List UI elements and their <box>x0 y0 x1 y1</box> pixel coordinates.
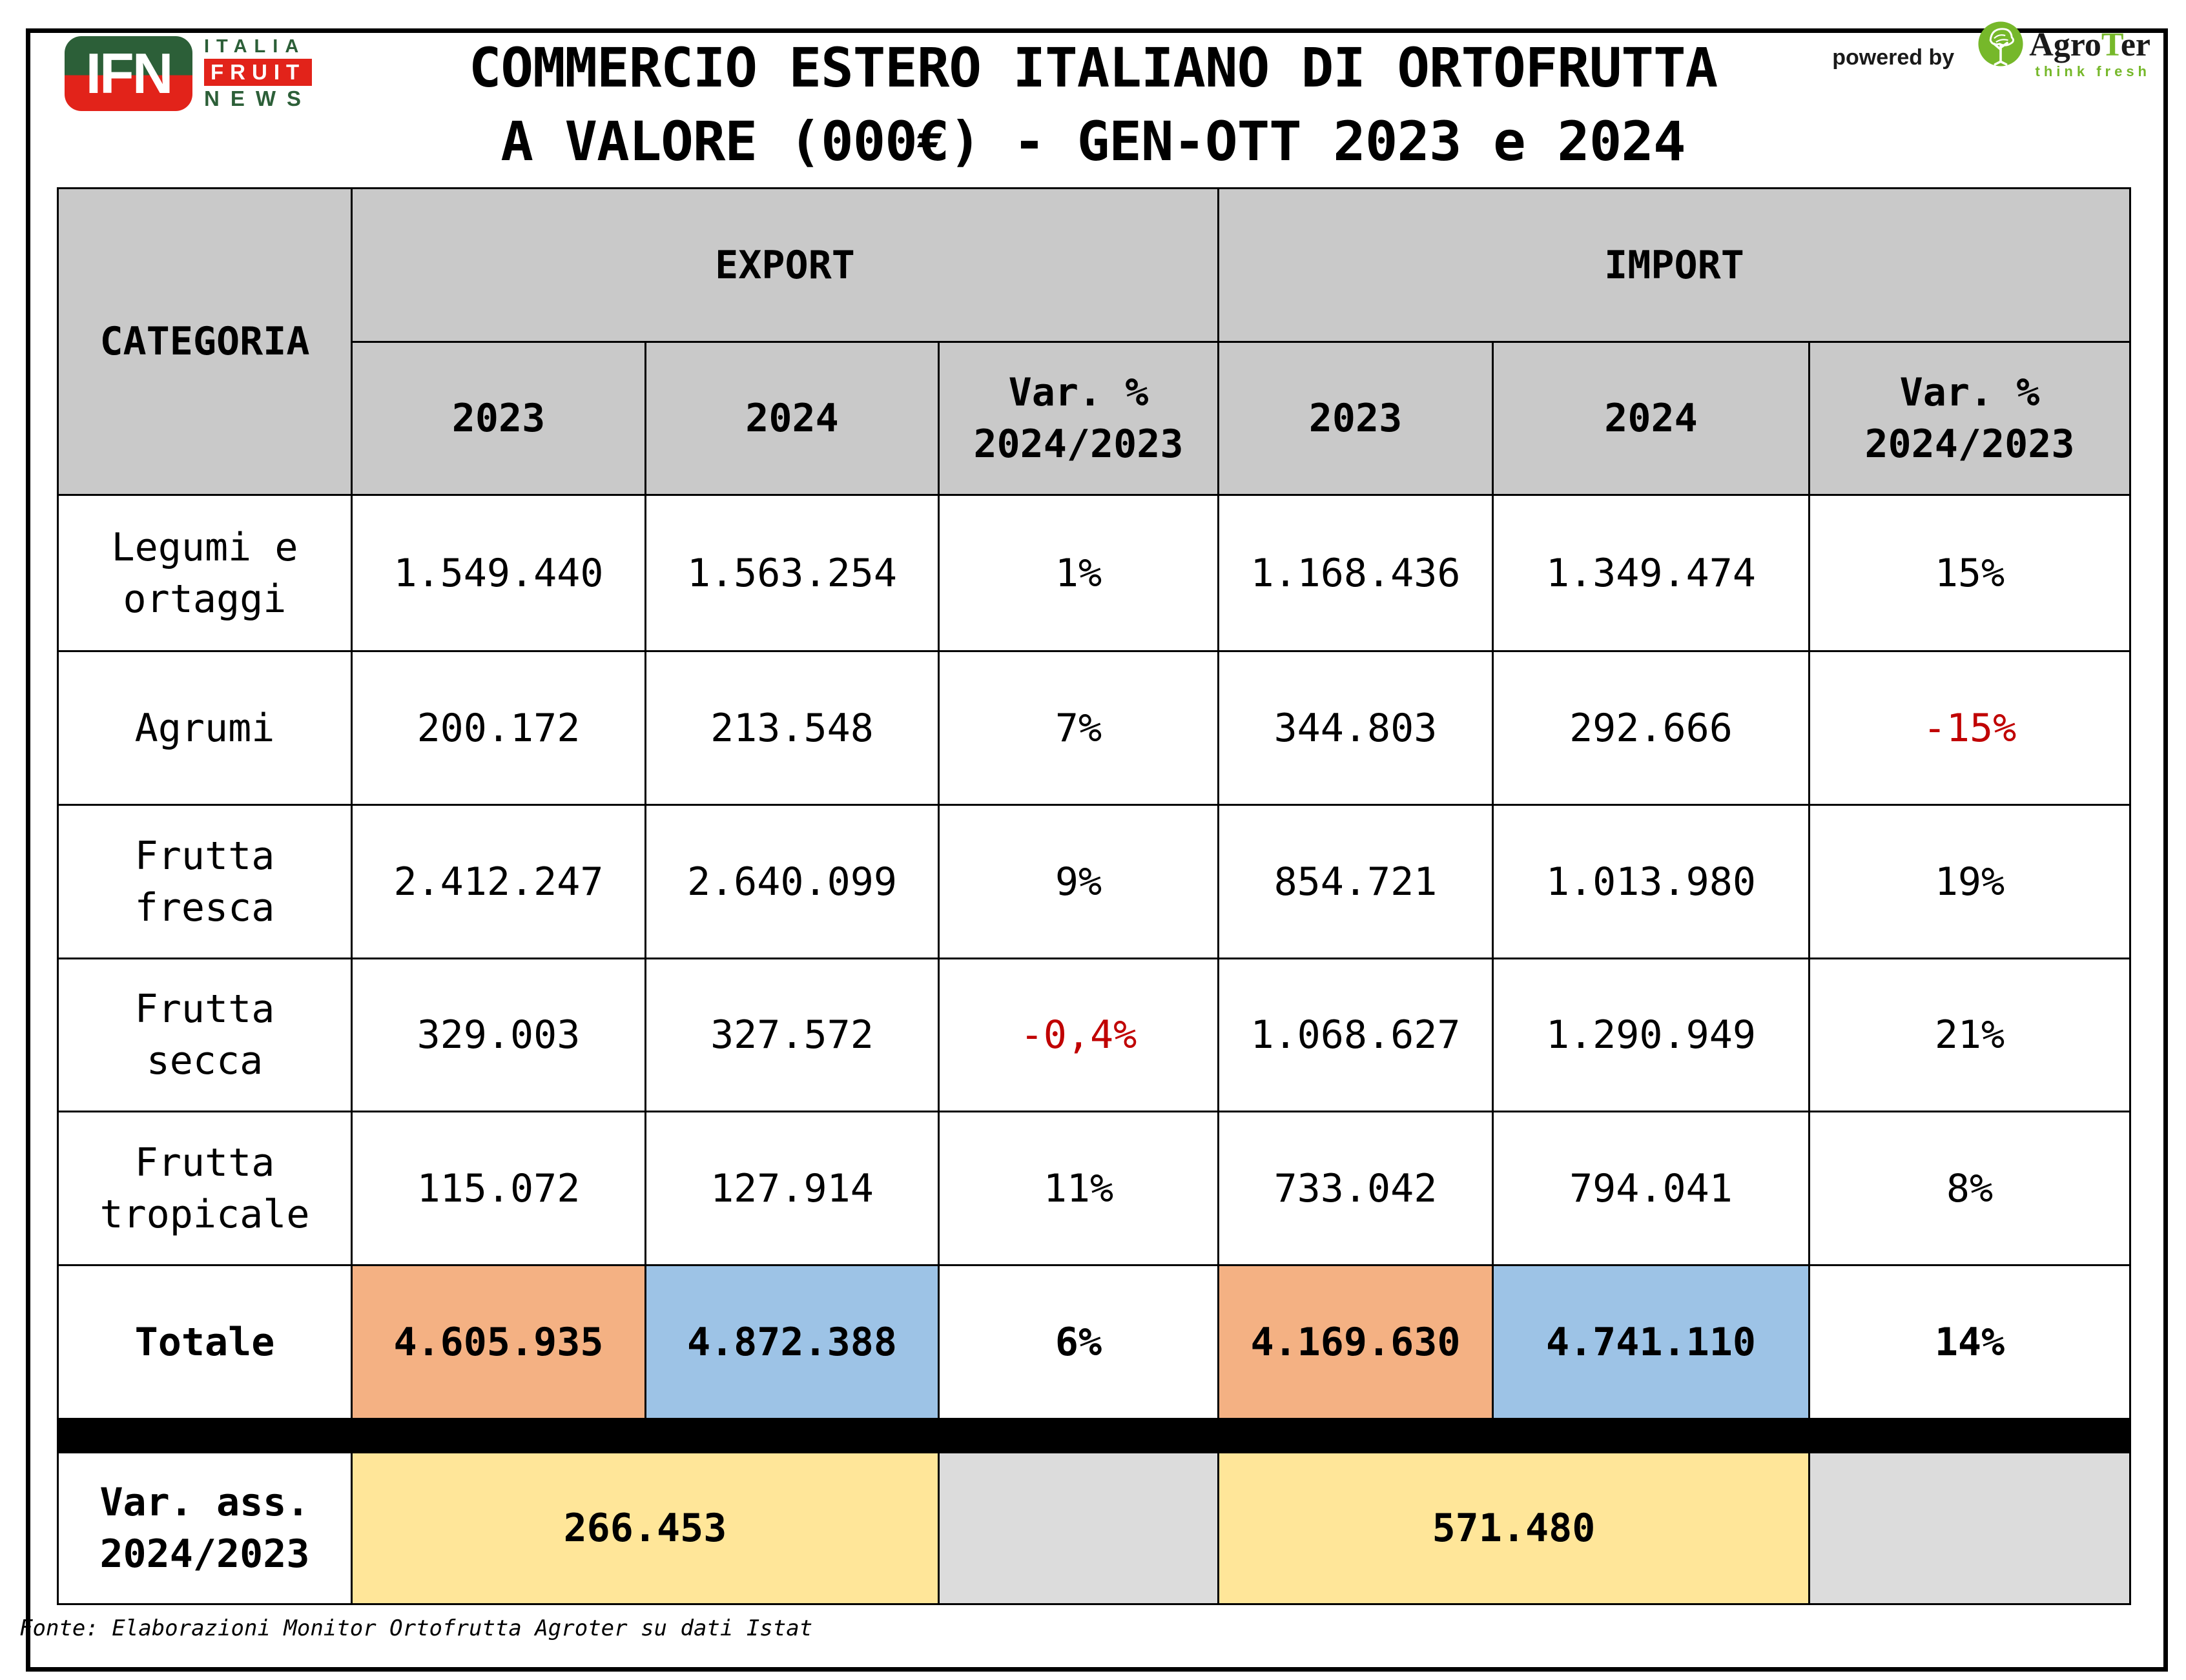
row-export-2023: 1.549.440 <box>353 496 646 652</box>
row-export-2023: 200.172 <box>353 652 646 806</box>
row-export-2023: 329.003 <box>353 959 646 1112</box>
row-category: Agrumi <box>59 652 353 806</box>
totale-export-2023: 4.605.935 <box>353 1266 646 1420</box>
row-import-2024: 1.290.949 <box>1494 959 1810 1112</box>
var-ass-import-value: 571.480 <box>1219 1453 1810 1605</box>
row-export-var: 1% <box>940 496 1219 652</box>
totale-import-2023: 4.169.630 <box>1219 1266 1494 1420</box>
ifn-abbr: IFN <box>85 41 174 105</box>
header-export-var: Var. % 2024/2023 <box>940 343 1219 496</box>
page-border-frame <box>26 28 2168 1672</box>
row-import-2023: 344.803 <box>1219 652 1494 806</box>
ifn-word-fruit: FRUIT <box>204 58 312 86</box>
ifn-word-news: NEWS <box>204 87 312 110</box>
ifn-wordmark: ITALIA FRUIT NEWS <box>204 36 312 111</box>
row-export-2023: 2.412.247 <box>353 806 646 959</box>
agroter-logo: powered by AgroTer think fresh <box>1832 18 2150 80</box>
totale-import-2024: 4.741.110 <box>1494 1266 1810 1420</box>
agroter-tree-icon <box>1978 21 2023 67</box>
agroter-name: AgroTer <box>2029 28 2150 62</box>
header-export-2023: 2023 <box>353 343 646 496</box>
totale-import-var: 14% <box>1810 1266 2131 1420</box>
row-category: Frutta tropicale <box>59 1112 353 1266</box>
row-import-2024: 1.013.980 <box>1494 806 1810 959</box>
header-import-2024: 2024 <box>1494 343 1810 496</box>
header-export: EXPORT <box>353 189 1219 343</box>
row-category: Frutta fresca <box>59 806 353 959</box>
trade-table: CATEGORIA EXPORT IMPORT 2023 2024 Var. %… <box>57 187 2131 1605</box>
ifn-logo: IFN ITALIA FRUIT NEWS <box>65 36 312 111</box>
row-export-var: 7% <box>940 652 1219 806</box>
row-export-2024: 1.563.254 <box>646 496 940 652</box>
agroter-tagline: think fresh <box>2035 63 2150 79</box>
page-title: COMMERCIO ESTERO ITALIANO DI ORTOFRUTTA … <box>0 31 2186 178</box>
var-ass-label: Var. ass. 2024/2023 <box>59 1453 353 1605</box>
page-title-line1: COMMERCIO ESTERO ITALIANO DI ORTOFRUTTA <box>468 36 1718 99</box>
row-export-2023: 115.072 <box>353 1112 646 1266</box>
row-category: Frutta secca <box>59 959 353 1112</box>
var-ass-export-empty <box>940 1453 1219 1605</box>
var-ass-import-empty <box>1810 1453 2131 1605</box>
ifn-logo-icon: IFN <box>65 36 192 111</box>
row-import-var: 8% <box>1810 1112 2131 1266</box>
row-import-var: 21% <box>1810 959 2131 1112</box>
row-export-var: 9% <box>940 806 1219 959</box>
row-category: Legumi e ortaggi <box>59 496 353 652</box>
source-note: Fonte: Elaborazioni Monitor Ortofrutta A… <box>19 1615 813 1641</box>
row-export-2024: 327.572 <box>646 959 940 1112</box>
row-export-2024: 2.640.099 <box>646 806 940 959</box>
totale-label: Totale <box>59 1266 353 1420</box>
var-ass-export-value: 266.453 <box>353 1453 940 1605</box>
header-export-2024: 2024 <box>646 343 940 496</box>
row-import-var: 15% <box>1810 496 2131 652</box>
row-export-2024: 127.914 <box>646 1112 940 1266</box>
agroter-wordmark: AgroTer think fresh <box>2024 18 2150 80</box>
row-import-2023: 1.068.627 <box>1219 959 1494 1112</box>
agroter-name-t: T <box>2101 26 2121 63</box>
row-import-var-negative: -15% <box>1810 652 2131 806</box>
agroter-name-agro: Agro <box>2029 26 2101 63</box>
row-import-2023: 733.042 <box>1219 1112 1494 1266</box>
totale-export-var: 6% <box>940 1266 1219 1420</box>
row-import-2023: 1.168.436 <box>1219 496 1494 652</box>
row-import-2024: 292.666 <box>1494 652 1810 806</box>
row-import-2024: 1.349.474 <box>1494 496 1810 652</box>
row-import-2023: 854.721 <box>1219 806 1494 959</box>
agroter-name-er: er <box>2120 26 2150 63</box>
ifn-word-italia: ITALIA <box>204 36 306 57</box>
separator-band <box>59 1420 2131 1453</box>
row-import-var: 19% <box>1810 806 2131 959</box>
header-import-var: Var. % 2024/2023 <box>1810 343 2131 496</box>
row-export-var-negative: -0,4% <box>940 959 1219 1112</box>
header-categoria: CATEGORIA <box>59 189 353 496</box>
row-export-var: 11% <box>940 1112 1219 1266</box>
row-import-2024: 794.041 <box>1494 1112 1810 1266</box>
powered-by-label: powered by <box>1832 45 1955 70</box>
totale-export-2024: 4.872.388 <box>646 1266 940 1420</box>
page-title-line2: A VALORE (000€) - GEN-OTT 2023 e 2024 <box>500 110 1686 173</box>
header-import: IMPORT <box>1219 189 2131 343</box>
row-export-2024: 213.548 <box>646 652 940 806</box>
header-import-2023: 2023 <box>1219 343 1494 496</box>
